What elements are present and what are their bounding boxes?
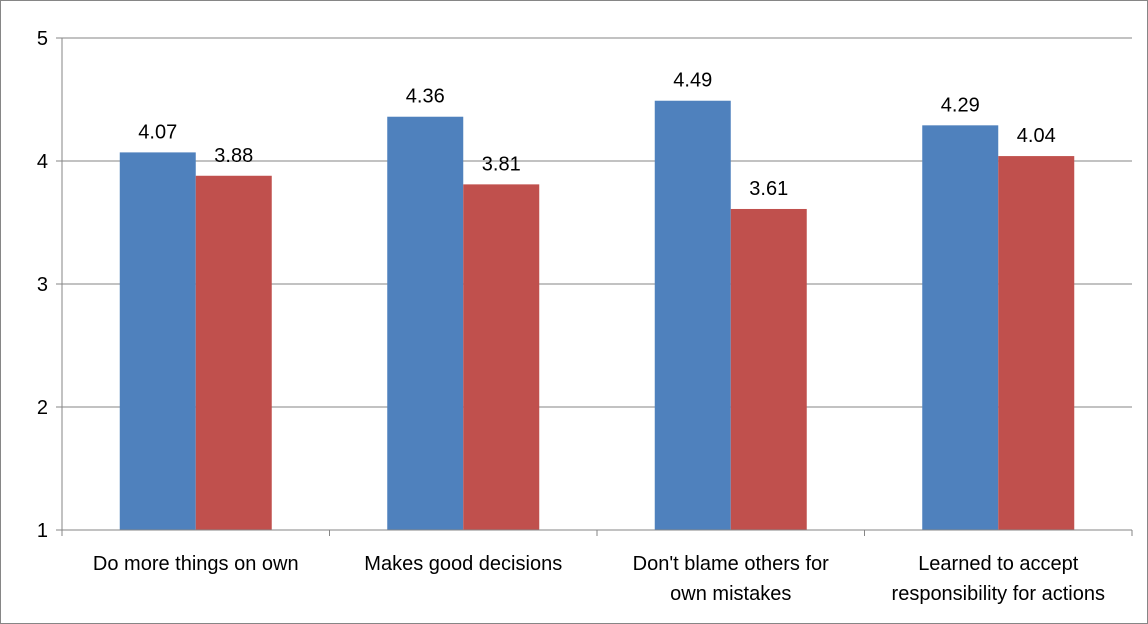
y-tick-label: 5 bbox=[37, 28, 48, 50]
bar bbox=[998, 156, 1075, 530]
labels: 1 2 3 4 5 4.07 3.88 Do more things on own 4.36 3.… bbox=[37, 28, 1105, 605]
data-label: 4.07 bbox=[138, 121, 177, 143]
x-tick-label: Do more things on own bbox=[93, 553, 299, 575]
y-tick-label: 2 bbox=[37, 397, 48, 419]
x-tick-label: own mistakes bbox=[670, 583, 791, 605]
bar bbox=[463, 184, 540, 530]
y-tick-label: 1 bbox=[37, 520, 48, 542]
x-tick-label: responsibility for actions bbox=[892, 583, 1105, 605]
bar bbox=[654, 100, 731, 530]
x-tick-label: Don't blame others for bbox=[633, 553, 829, 575]
data-label: 3.88 bbox=[214, 145, 253, 167]
bar bbox=[730, 208, 807, 530]
y-tick-label: 4 bbox=[37, 151, 48, 173]
data-label: 3.61 bbox=[749, 178, 788, 200]
x-tick-label: Makes good decisions bbox=[364, 553, 562, 575]
axes bbox=[56, 37, 1133, 536]
data-label: 3.81 bbox=[482, 153, 521, 175]
data-label: 4.49 bbox=[673, 70, 712, 92]
bar bbox=[922, 125, 999, 530]
bar bbox=[119, 152, 196, 530]
data-label: 4.29 bbox=[941, 94, 980, 116]
bar bbox=[387, 116, 464, 530]
x-tick-label: Learned to accept bbox=[918, 553, 1079, 575]
y-tick-label: 3 bbox=[37, 274, 48, 296]
bar bbox=[195, 175, 272, 530]
bars bbox=[119, 100, 1075, 530]
data-label: 4.36 bbox=[406, 86, 445, 108]
data-label: 4.04 bbox=[1017, 125, 1056, 147]
